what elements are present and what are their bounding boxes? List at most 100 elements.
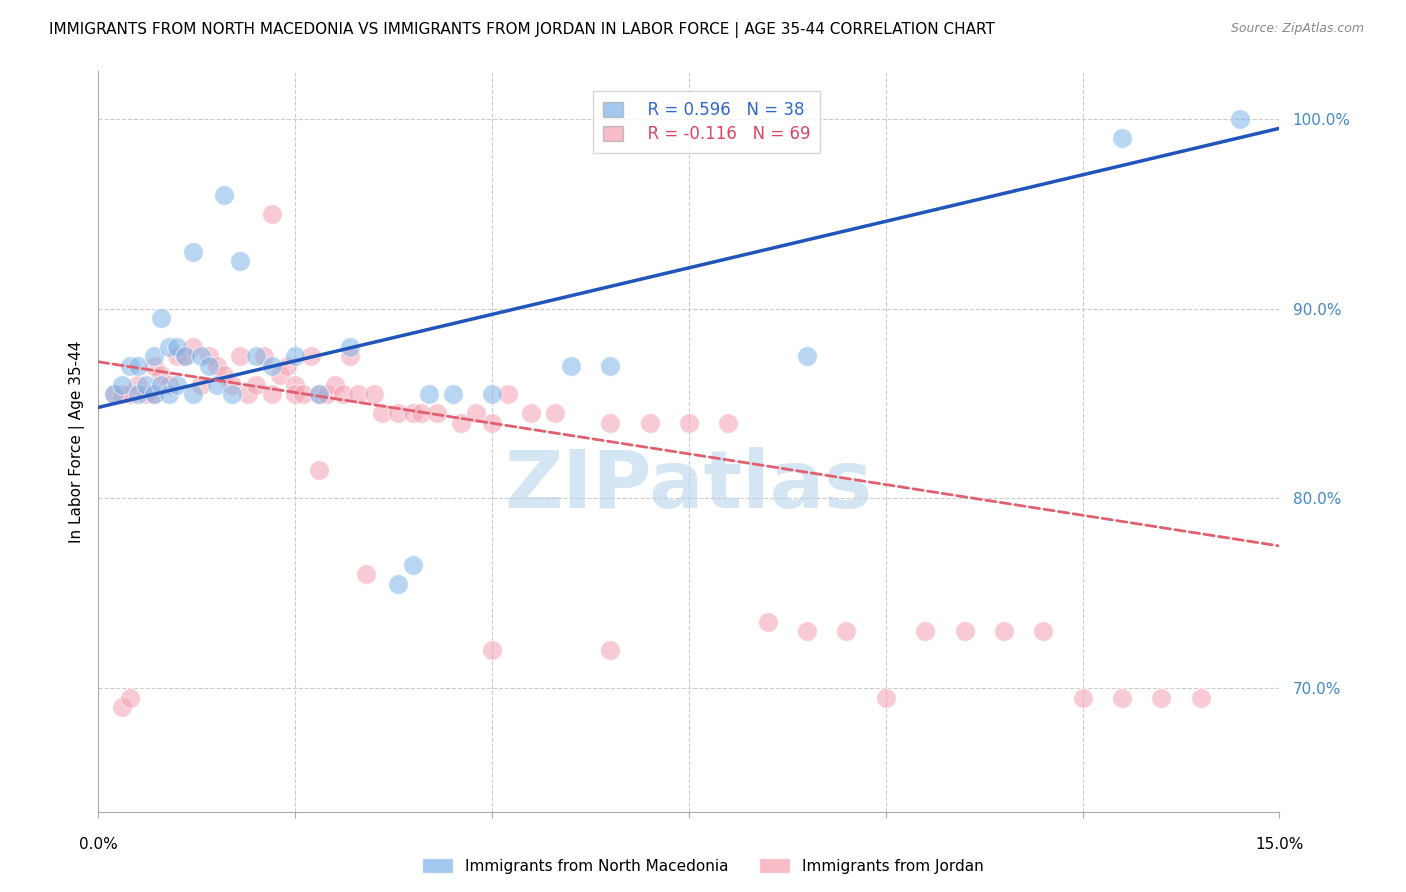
Point <box>1150 690 1173 705</box>
Point <box>402 406 425 420</box>
Point <box>157 377 180 392</box>
Point <box>260 207 283 221</box>
Point <box>118 387 141 401</box>
Point <box>496 387 519 401</box>
Point <box>221 387 243 401</box>
Point <box>142 359 165 373</box>
Point <box>993 624 1015 639</box>
Point <box>236 387 259 401</box>
Point <box>914 624 936 639</box>
Point <box>284 387 307 401</box>
Point <box>308 463 330 477</box>
Point <box>418 387 440 401</box>
Legend: Immigrants from North Macedonia, Immigrants from Jordan: Immigrants from North Macedonia, Immigra… <box>416 852 990 880</box>
Point <box>678 416 700 430</box>
Text: IMMIGRANTS FROM NORTH MACEDONIA VS IMMIGRANTS FROM JORDAN IN LABOR FORCE | AGE 3: IMMIGRANTS FROM NORTH MACEDONIA VS IMMIG… <box>49 22 995 38</box>
Point <box>717 416 740 430</box>
Point <box>371 406 394 420</box>
Point <box>315 387 337 401</box>
Point <box>332 387 354 401</box>
Point <box>284 377 307 392</box>
Point <box>245 377 267 392</box>
Point <box>387 406 409 420</box>
Point <box>1071 690 1094 705</box>
Point <box>276 359 298 373</box>
Point <box>796 349 818 363</box>
Point <box>308 387 330 401</box>
Point <box>1111 690 1133 705</box>
Point <box>1229 112 1251 126</box>
Point <box>166 340 188 354</box>
Point <box>118 359 141 373</box>
Point <box>142 387 165 401</box>
Point <box>544 406 567 420</box>
Y-axis label: In Labor Force | Age 35-44: In Labor Force | Age 35-44 <box>69 341 84 542</box>
Point <box>150 311 173 326</box>
Text: ZIPatlas: ZIPatlas <box>505 447 873 525</box>
Point <box>197 359 219 373</box>
Text: Source: ZipAtlas.com: Source: ZipAtlas.com <box>1230 22 1364 36</box>
Point <box>299 349 322 363</box>
Point <box>166 349 188 363</box>
Point <box>269 368 291 383</box>
Point <box>214 368 236 383</box>
Point <box>323 377 346 392</box>
Point <box>221 377 243 392</box>
Point <box>214 187 236 202</box>
Point <box>560 359 582 373</box>
Point <box>174 349 197 363</box>
Point <box>127 359 149 373</box>
Point <box>835 624 858 639</box>
Legend:   R = 0.596   N = 38,   R = -0.116   N = 69: R = 0.596 N = 38, R = -0.116 N = 69 <box>593 91 820 153</box>
Point <box>599 416 621 430</box>
Point <box>426 406 449 420</box>
Point <box>481 387 503 401</box>
Point <box>111 700 134 714</box>
Point <box>481 643 503 657</box>
Point <box>402 558 425 572</box>
Point <box>953 624 976 639</box>
Point <box>205 359 228 373</box>
Point <box>229 254 252 268</box>
Point <box>103 387 125 401</box>
Point <box>229 349 252 363</box>
Point <box>411 406 433 420</box>
Point <box>1032 624 1054 639</box>
Point <box>166 377 188 392</box>
Point <box>135 377 157 392</box>
Point <box>135 387 157 401</box>
Point <box>387 577 409 591</box>
Point <box>111 387 134 401</box>
Point <box>127 387 149 401</box>
Point <box>245 349 267 363</box>
Point <box>181 387 204 401</box>
Point <box>260 387 283 401</box>
Point <box>190 349 212 363</box>
Point <box>181 244 204 259</box>
Point <box>174 349 197 363</box>
Point <box>481 416 503 430</box>
Point <box>796 624 818 639</box>
Point <box>197 349 219 363</box>
Point <box>111 377 134 392</box>
Point <box>339 340 361 354</box>
Point <box>1189 690 1212 705</box>
Point <box>205 377 228 392</box>
Point <box>599 643 621 657</box>
Point <box>363 387 385 401</box>
Point <box>150 368 173 383</box>
Point <box>103 387 125 401</box>
Point <box>875 690 897 705</box>
Point <box>1111 130 1133 145</box>
Point <box>756 615 779 629</box>
Point <box>292 387 315 401</box>
Point <box>260 359 283 373</box>
Point <box>284 349 307 363</box>
Point <box>142 349 165 363</box>
Point <box>157 387 180 401</box>
Point <box>450 416 472 430</box>
Text: 15.0%: 15.0% <box>1256 837 1303 852</box>
Point <box>520 406 543 420</box>
Point <box>465 406 488 420</box>
Point <box>347 387 370 401</box>
